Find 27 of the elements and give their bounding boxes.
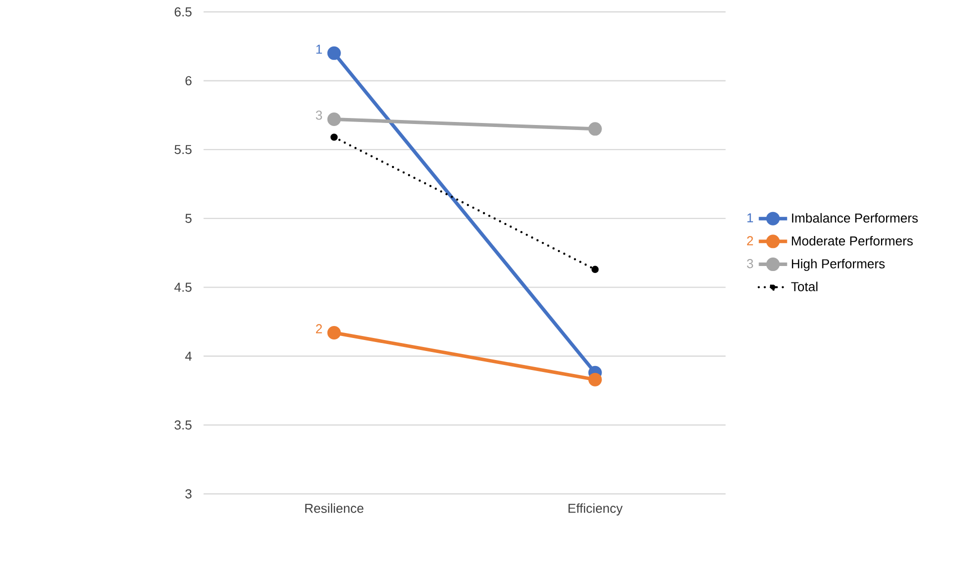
point [327, 326, 341, 340]
legend-label: Total [791, 282, 818, 292]
x-tick-label: Efficiency [568, 503, 623, 516]
x-tick-label: Resilience [305, 503, 364, 513]
point [588, 372, 602, 386]
text: 1 [747, 213, 754, 222]
y-tick-label: 5.5 [174, 145, 192, 154]
legend-label: Imbalance Performers [792, 213, 918, 223]
annotation: 3 [316, 110, 322, 120]
y-tick-label: 5 [185, 214, 192, 223]
point [591, 266, 599, 273]
point [327, 46, 341, 60]
text: 3 [746, 259, 754, 268]
annotation: 1 [316, 44, 322, 54]
annotation: 2 [316, 324, 322, 334]
y-tick-label: 3 [185, 489, 192, 498]
text: 2 [747, 236, 753, 246]
legend-label: High Performers [792, 258, 885, 271]
y-tick-label: 3.5 [174, 420, 192, 430]
y-tick-label: 4.5 [174, 282, 192, 292]
point [327, 112, 341, 126]
y-tick-label: 6 [186, 76, 192, 86]
legend-label: Moderate Performers [792, 236, 913, 246]
point [330, 134, 338, 141]
y-tick-label: 4 [185, 352, 192, 361]
point [588, 122, 602, 136]
y-tick-label: 6.5 [174, 7, 192, 16]
